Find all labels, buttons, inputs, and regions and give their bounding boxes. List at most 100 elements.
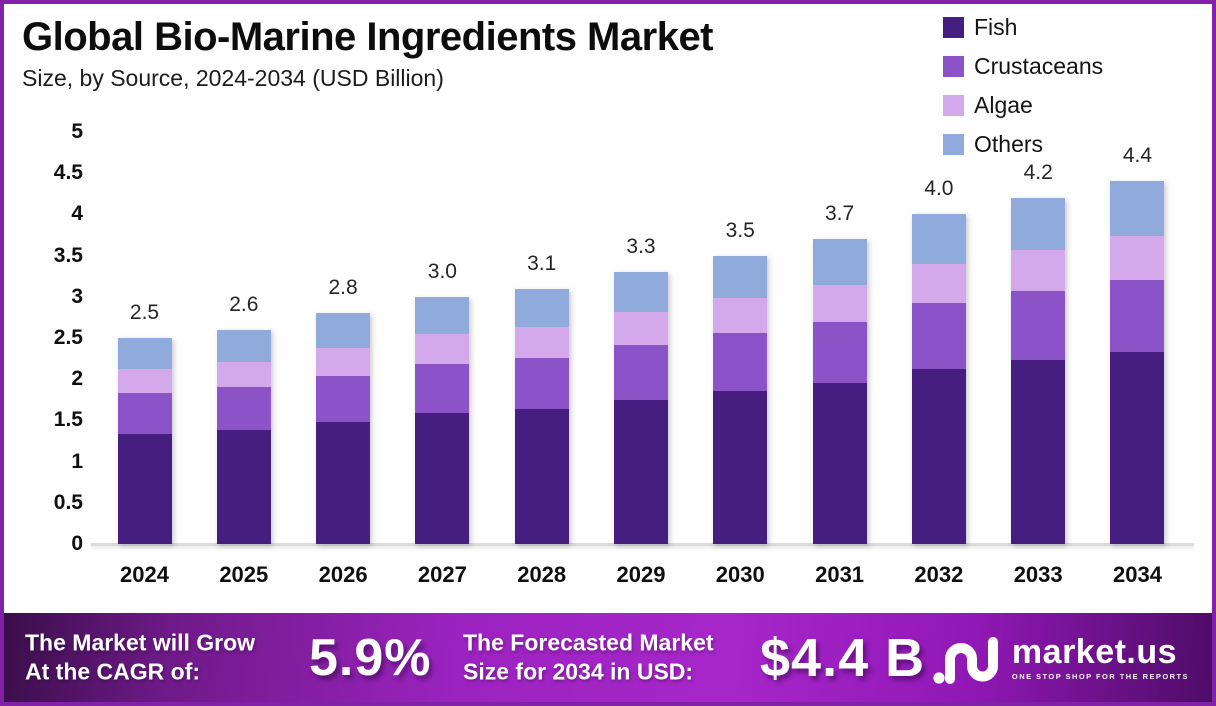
bar-segment-algae — [1011, 249, 1066, 292]
bar-segment-others — [415, 296, 470, 334]
logo-text-block: market.us ONE STOP SHOP FOR THE REPORTS — [1012, 635, 1189, 681]
bar-total-label: 4.0 — [924, 177, 954, 201]
cagr-label: The Market will Grow At the CAGR of: — [25, 628, 255, 687]
page-subtitle: Size, by Source, 2024-2034 (USD Billion) — [22, 65, 444, 91]
legend-label: Crustaceans — [974, 53, 1104, 79]
legend-swatch-icon — [943, 134, 964, 155]
stacked-bar — [117, 338, 172, 544]
stacked-bar — [316, 313, 371, 544]
y-tick-label: 3.5 — [53, 243, 83, 267]
chart-legend: Fish Crustaceans Algae Others — [943, 14, 1103, 158]
bar-total-label: 3.1 — [527, 251, 557, 275]
x-tick-label: 2033 — [1013, 562, 1063, 587]
bar-segment-algae — [1110, 235, 1165, 280]
stacked-bar — [514, 288, 569, 544]
bar-segment-others — [713, 255, 768, 299]
bar-segment-fish — [216, 430, 271, 544]
x-tick-label: 2034 — [1112, 562, 1162, 587]
stacked-bar — [1110, 181, 1165, 544]
y-tick-label: 3 — [71, 284, 83, 308]
bar-segment-crustaceans — [316, 375, 371, 423]
y-tick-label: 0.5 — [53, 490, 83, 514]
y-tick-label: 0 — [71, 532, 83, 555]
bar-segment-others — [1110, 181, 1165, 236]
bar-segment-fish — [1011, 360, 1066, 544]
bar-segment-fish — [514, 408, 569, 544]
bar-segment-others — [613, 272, 668, 313]
y-tick-label: 5 — [71, 120, 83, 143]
forecast-value: $4.4 B — [760, 627, 926, 688]
bar-column-2032: 4.0 — [889, 132, 988, 544]
stacked-bar — [713, 255, 768, 544]
legend-label: Fish — [974, 14, 1018, 40]
bar-segment-crustaceans — [812, 321, 867, 383]
stacked-bar — [613, 272, 668, 544]
cagr-value: 5.9% — [309, 628, 432, 687]
legend-label: Others — [974, 131, 1044, 157]
bar-segment-crustaceans — [713, 333, 768, 391]
stacked-bar — [216, 329, 271, 544]
bar-segment-algae — [117, 368, 172, 394]
stacked-bar — [911, 214, 966, 544]
bar-total-label: 3.5 — [725, 218, 755, 242]
bar-column-2026: 2.8 — [294, 132, 393, 544]
legend-item-others: Others — [943, 131, 1103, 158]
y-tick-label: 2 — [71, 367, 83, 391]
legend-item-fish: Fish — [943, 14, 1103, 41]
bar-segment-others — [911, 214, 966, 264]
x-tick-label: 2024 — [120, 562, 169, 587]
x-tick-label: 2032 — [914, 562, 964, 587]
y-tick-label: 1 — [71, 449, 83, 473]
bar-total-label: 2.6 — [229, 292, 259, 316]
bar-segment-fish — [415, 412, 470, 544]
market-us-logo-icon — [933, 636, 998, 684]
bar-segment-algae — [316, 347, 371, 376]
page-title: Global Bio-Marine Ingredients Market — [22, 15, 714, 59]
cagr-label-line1: The Market will Grow — [25, 629, 256, 656]
bar-segment-algae — [415, 333, 470, 364]
bar-segment-algae — [514, 327, 569, 358]
bar-segment-algae — [713, 298, 768, 334]
bar-segment-fish — [812, 382, 867, 544]
stacked-bar — [812, 239, 867, 544]
legend-label: Algae — [974, 92, 1033, 118]
bar-column-2031: 3.7 — [790, 132, 889, 544]
bar-segment-fish — [117, 434, 172, 544]
logo-tagline: ONE STOP SHOP FOR THE REPORTS — [1011, 671, 1189, 681]
bar-total-label: 3.7 — [824, 202, 855, 226]
bar-segment-crustaceans — [1011, 291, 1066, 361]
y-tick-label: 1.5 — [53, 408, 83, 432]
x-tick-label: 2027 — [417, 562, 467, 587]
bar-segment-algae — [812, 285, 867, 322]
market-us-logo: market.us ONE STOP SHOP FOR THE REPORTS — [933, 613, 1189, 702]
legend-item-algae: Algae — [943, 92, 1103, 119]
x-tick-label: 2031 — [815, 562, 865, 587]
bar-segment-fish — [316, 422, 371, 544]
bar-segment-fish — [613, 399, 668, 544]
legend-item-crustaceans: Crustaceans — [943, 53, 1103, 80]
bar-segment-crustaceans — [216, 387, 271, 431]
title-block: Global Bio-Marine Ingredients Market Siz… — [22, 13, 714, 92]
bar-segment-others — [216, 329, 271, 362]
legend-swatch-icon — [943, 17, 964, 38]
bar-column-2033: 4.2 — [989, 132, 1088, 544]
bar-total-label: 3.0 — [427, 259, 457, 283]
legend-swatch-icon — [943, 56, 964, 77]
bar-segment-crustaceans — [911, 303, 966, 370]
x-axis-labels: 2024 2025 2026 2027 2028 2029 2030 2031 2032 2033… — [95, 562, 1187, 588]
bar-column-2034: 4.4 — [1088, 132, 1187, 544]
bar-segment-crustaceans — [1110, 279, 1165, 353]
bar-total-label: 4.4 — [1122, 144, 1153, 168]
forecast-label: The Forecasted Market Size for 2034 in U… — [463, 628, 714, 687]
bar-segment-crustaceans — [514, 357, 569, 409]
y-tick-label: 4 — [71, 202, 83, 226]
legend-swatch-icon — [943, 95, 964, 116]
bottom-banner: The Market will Grow At the CAGR of: 5.9… — [4, 613, 1212, 702]
bar-total-label: 2.5 — [129, 301, 160, 325]
bar-segment-others — [316, 313, 371, 348]
bar-segment-fish — [911, 369, 966, 544]
bar-total-label: 2.8 — [328, 276, 358, 300]
x-tick-label: 2025 — [219, 562, 269, 587]
bar-segment-others — [812, 239, 867, 286]
forecast-label-line2: Size for 2034 in USD: — [463, 658, 694, 685]
